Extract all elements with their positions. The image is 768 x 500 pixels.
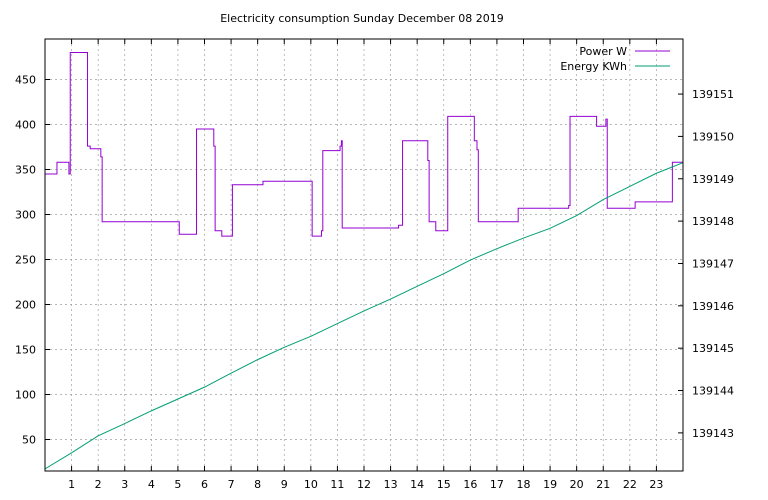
y-tick-label: 300 <box>15 209 36 222</box>
gridlines <box>45 39 683 471</box>
y2-tick-label: 139146 <box>692 300 734 313</box>
x-tick-label: 20 <box>570 478 584 491</box>
y-tick-label: 450 <box>15 74 36 87</box>
x-tick-label: 11 <box>330 478 344 491</box>
axis-ticks: 1 2 3 4 5 6 7 8 9 10 11 12 13 14 15 16 17 18 19 20 21 22 23501… <box>15 39 734 491</box>
x-tick-label: 7 <box>228 478 235 491</box>
series-layer <box>44 52 684 470</box>
legend-label-power: Power W <box>579 45 627 58</box>
y-tick-label: 200 <box>15 299 36 312</box>
legend-label-energy: Energy KWh <box>560 60 627 73</box>
x-tick-label: 1 <box>68 478 75 491</box>
x-tick-label: 16 <box>463 478 477 491</box>
y-tick-label: 50 <box>22 434 36 447</box>
y2-tick-label: 139151 <box>692 88 734 101</box>
x-tick-label: 19 <box>543 478 557 491</box>
x-tick-label: 8 <box>254 478 261 491</box>
y-tick-label: 150 <box>15 344 36 357</box>
y2-tick-label: 139149 <box>692 173 734 186</box>
x-tick-label: 21 <box>596 478 610 491</box>
x-tick-label: 22 <box>623 478 637 491</box>
series-line-energy <box>44 162 684 470</box>
x-tick-label: 15 <box>437 478 451 491</box>
chart-title: Electricity consumption Sunday December … <box>220 12 504 25</box>
y-tick-label: 100 <box>15 389 36 402</box>
x-tick-label: 17 <box>490 478 504 491</box>
y2-tick-label: 139150 <box>692 130 734 143</box>
y-tick-label: 400 <box>15 119 36 132</box>
x-tick-label: 4 <box>148 478 155 491</box>
x-tick-label: 10 <box>304 478 318 491</box>
x-tick-label: 3 <box>121 478 128 491</box>
y-tick-label: 250 <box>15 254 36 267</box>
y-tick-label: 350 <box>15 164 36 177</box>
x-tick-label: 13 <box>384 478 398 491</box>
x-tick-label: 18 <box>517 478 531 491</box>
x-tick-label: 12 <box>357 478 371 491</box>
x-tick-label: 14 <box>410 478 424 491</box>
y2-tick-label: 139147 <box>692 257 734 270</box>
x-tick-label: 2 <box>95 478 102 491</box>
series-line-power <box>45 52 683 237</box>
x-tick-label: 5 <box>174 478 181 491</box>
x-tick-label: 23 <box>649 478 663 491</box>
y2-tick-label: 139145 <box>692 342 734 355</box>
x-tick-label: 9 <box>281 478 288 491</box>
y2-tick-label: 139143 <box>692 427 734 440</box>
x-tick-label: 6 <box>201 478 208 491</box>
y2-tick-label: 139148 <box>692 215 734 228</box>
y2-tick-label: 139144 <box>692 385 734 398</box>
legend: Power W Energy KWh <box>560 45 670 73</box>
